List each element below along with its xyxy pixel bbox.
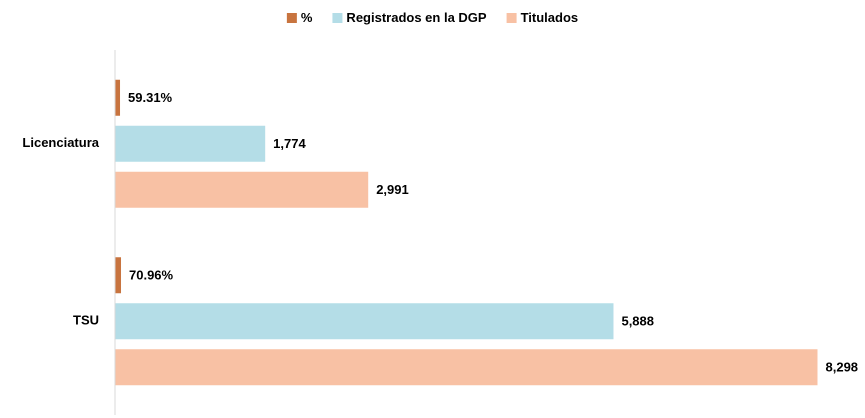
legend-label: % bbox=[301, 10, 313, 25]
data-label: 5,888 bbox=[621, 314, 654, 329]
data-label: 8,298 bbox=[826, 360, 859, 375]
legend-swatch bbox=[286, 13, 297, 23]
data-label: 1,774 bbox=[273, 136, 306, 151]
legend-label: Titulados bbox=[521, 10, 579, 25]
legend-swatch bbox=[506, 13, 517, 23]
bar bbox=[115, 349, 818, 386]
legend-swatch bbox=[332, 13, 343, 23]
data-label: 2,991 bbox=[376, 182, 409, 197]
legend-item: Registrados en la DGP bbox=[332, 10, 487, 25]
bar bbox=[115, 79, 121, 116]
legend-label: Registrados en la DGP bbox=[346, 10, 486, 25]
y-tick-label: TSU bbox=[73, 313, 99, 328]
y-tick-label: Licenciatura bbox=[22, 135, 99, 150]
legend: % Registrados en la DGP Titulados bbox=[286, 10, 579, 25]
bar bbox=[115, 125, 266, 162]
legend-item: % bbox=[286, 10, 313, 25]
data-label: 59.31% bbox=[128, 90, 173, 105]
bar bbox=[115, 303, 614, 340]
bar bbox=[115, 171, 369, 208]
legend-item: Titulados bbox=[506, 10, 579, 25]
bar bbox=[115, 257, 122, 294]
data-label: 70.96% bbox=[129, 268, 174, 283]
